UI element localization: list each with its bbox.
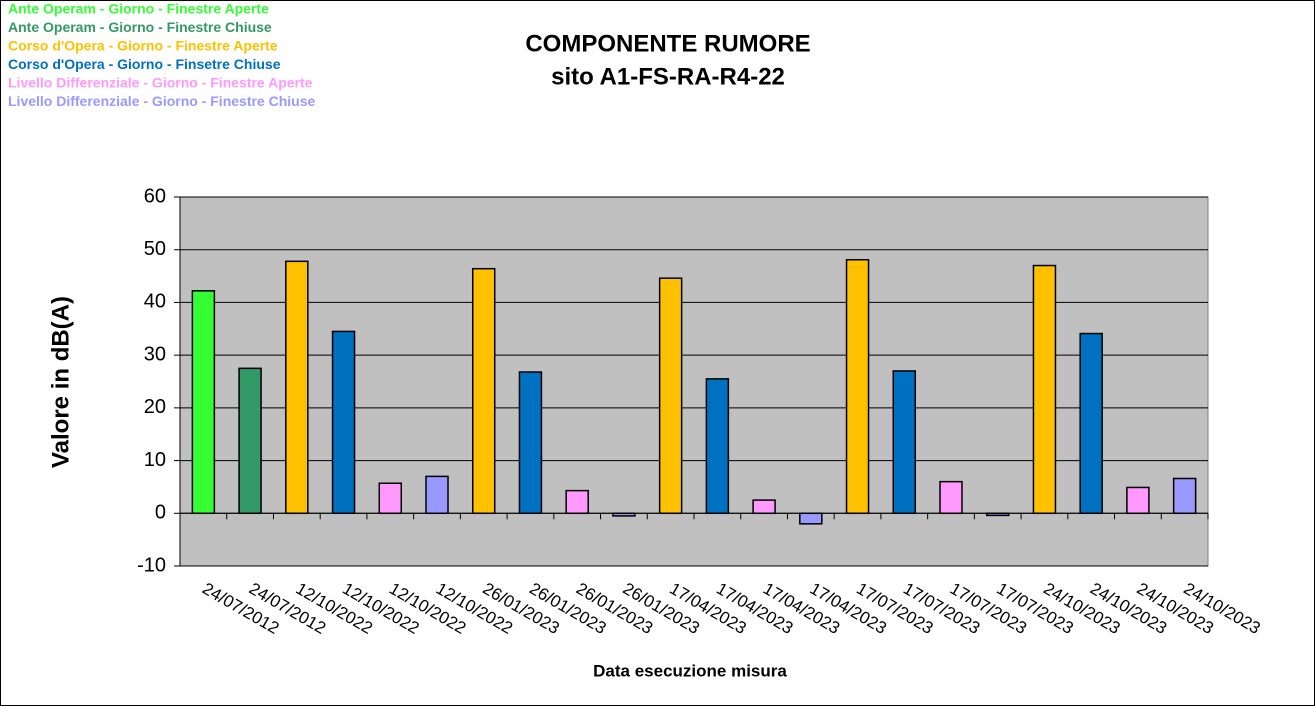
- bar: [565, 489, 589, 515]
- y-tick-label: 50: [144, 238, 166, 260]
- bar: [1032, 264, 1057, 515]
- bar: [985, 512, 1010, 517]
- y-tick-label: 20: [144, 396, 166, 418]
- bar: [285, 260, 309, 515]
- y-tick-label: 40: [144, 291, 166, 313]
- legend-entry: Corso d'Opera - Giorno - Finestre Aperte: [8, 38, 278, 54]
- bar: [471, 267, 496, 515]
- bar: [331, 330, 356, 515]
- bar: [892, 370, 917, 515]
- y-tick-label: 10: [144, 449, 166, 471]
- bar: [939, 480, 963, 515]
- legend-entry: Corso d'Opera - Giorno - Finsetre Chiuse: [8, 56, 281, 72]
- y-tick-label: 0: [155, 502, 166, 524]
- legend-entry: Livello Differenziale - Giorno - Finestr…: [8, 93, 315, 109]
- x-axis-title: Data esecuzione misura: [593, 661, 787, 680]
- bar: [518, 371, 543, 515]
- bar: [752, 499, 776, 515]
- bar: [238, 367, 262, 515]
- bar: [799, 512, 823, 525]
- legend-entry: Ante Operam - Giorno - Finestre Chiuse: [8, 19, 272, 35]
- bar: [845, 258, 870, 515]
- bar: [705, 378, 730, 515]
- chart-title: COMPONENTE RUMORE: [525, 30, 810, 57]
- bar: [425, 475, 449, 515]
- bar: [378, 482, 403, 515]
- chart-subtitle: sito A1-FS-RA-R4-22: [551, 63, 785, 90]
- y-tick-label: 30: [144, 343, 166, 365]
- y-tick-label: -10: [137, 554, 166, 576]
- bar: [191, 290, 216, 515]
- legend-entry: Ante Operam - Giorno - Finestre Aperte: [8, 1, 269, 17]
- bar: [1079, 332, 1103, 515]
- bar: [612, 512, 636, 517]
- y-tick-label: 60: [144, 185, 166, 207]
- bar: [1172, 477, 1197, 515]
- bar: [1126, 486, 1150, 515]
- legend-entry: Livello Differenziale - Giorno - Finestr…: [8, 75, 313, 91]
- bar: [658, 277, 683, 515]
- y-axis-title: Valore in dB(A): [47, 296, 74, 468]
